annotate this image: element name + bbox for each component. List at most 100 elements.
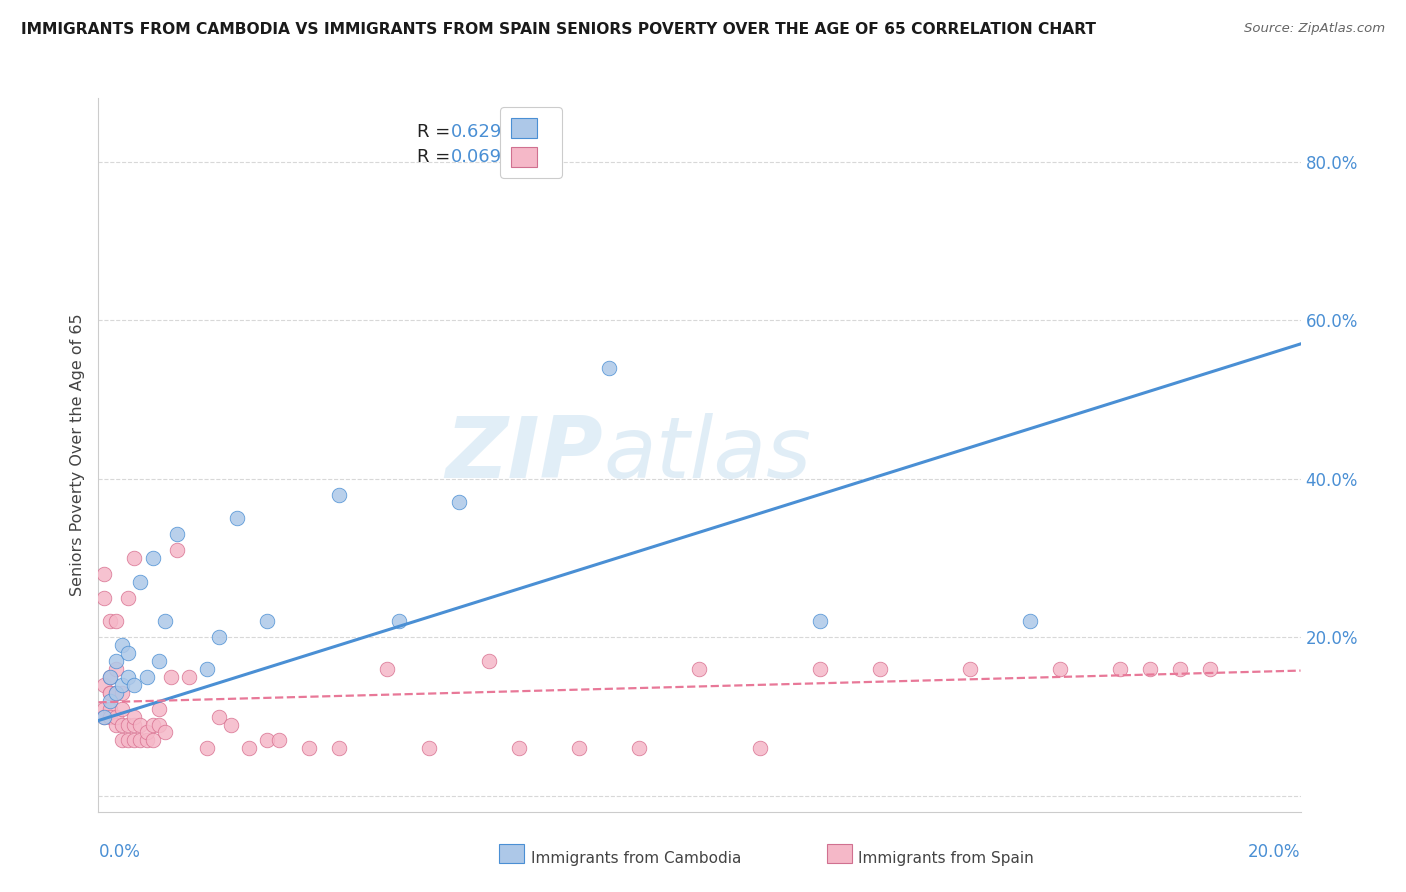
Point — [105, 717, 128, 731]
Point — [177, 670, 200, 684]
Text: atlas: atlas — [603, 413, 811, 497]
Point — [225, 511, 247, 525]
Point — [117, 591, 139, 605]
Point — [105, 615, 128, 629]
Point — [93, 701, 115, 715]
Point — [124, 678, 146, 692]
Point — [117, 646, 139, 660]
Point — [100, 694, 122, 708]
Text: R =: R = — [418, 123, 456, 141]
Point — [1049, 662, 1071, 676]
Point — [166, 527, 188, 541]
Point — [129, 733, 152, 747]
Point — [100, 686, 122, 700]
Point — [129, 574, 152, 589]
Point — [208, 630, 231, 644]
Point — [267, 733, 290, 747]
Point — [328, 741, 350, 756]
Point — [148, 701, 170, 715]
Point — [1019, 615, 1042, 629]
Text: 20.0%: 20.0% — [1249, 843, 1301, 861]
Point — [124, 551, 146, 566]
Point — [111, 638, 134, 652]
Point — [148, 654, 170, 668]
Text: N =: N = — [499, 123, 550, 141]
Point — [195, 662, 218, 676]
Point — [105, 709, 128, 723]
Point — [111, 733, 134, 747]
Point — [219, 717, 242, 731]
Point — [1199, 662, 1222, 676]
Point — [93, 709, 115, 723]
Point — [808, 615, 831, 629]
Point — [1170, 662, 1192, 676]
Point — [117, 733, 139, 747]
Point — [141, 551, 163, 566]
Point — [598, 360, 620, 375]
Point — [808, 662, 831, 676]
Text: Immigrants from Cambodia: Immigrants from Cambodia — [531, 851, 742, 865]
Point — [135, 725, 157, 739]
Point — [105, 654, 128, 668]
Y-axis label: Seniors Poverty Over the Age of 65: Seniors Poverty Over the Age of 65 — [70, 314, 86, 596]
Point — [135, 733, 157, 747]
Point — [111, 701, 134, 715]
Point — [1139, 662, 1161, 676]
Point — [375, 662, 398, 676]
Point — [869, 662, 891, 676]
Point — [105, 662, 128, 676]
Point — [748, 741, 770, 756]
Point — [111, 686, 134, 700]
Point — [105, 686, 128, 700]
Point — [117, 670, 139, 684]
Text: N =: N = — [499, 148, 550, 166]
Text: Immigrants from Spain: Immigrants from Spain — [858, 851, 1033, 865]
Point — [388, 615, 411, 629]
Point — [478, 654, 501, 668]
Point — [93, 678, 115, 692]
Point — [256, 733, 278, 747]
Point — [100, 670, 122, 684]
Point — [418, 741, 440, 756]
Point — [568, 741, 591, 756]
Point — [256, 615, 278, 629]
Text: 0.0%: 0.0% — [98, 843, 141, 861]
Point — [111, 678, 134, 692]
Point — [628, 741, 651, 756]
Point — [195, 741, 218, 756]
Text: 26: 26 — [541, 123, 564, 141]
Point — [100, 615, 122, 629]
Text: ZIP: ZIP — [446, 413, 603, 497]
Point — [129, 717, 152, 731]
Point — [238, 741, 260, 756]
Legend: , : , — [501, 107, 562, 178]
Text: Source: ZipAtlas.com: Source: ZipAtlas.com — [1244, 22, 1385, 36]
Point — [148, 717, 170, 731]
Point — [141, 717, 163, 731]
Point — [159, 670, 181, 684]
Point — [93, 591, 115, 605]
Point — [100, 701, 122, 715]
Point — [508, 741, 530, 756]
Point — [447, 495, 470, 509]
Point — [153, 725, 176, 739]
Point — [124, 709, 146, 723]
Point — [298, 741, 321, 756]
Point — [328, 487, 350, 501]
Point — [100, 670, 122, 684]
Point — [141, 733, 163, 747]
Point — [689, 662, 711, 676]
Point — [100, 709, 122, 723]
Point — [208, 709, 231, 723]
Point — [111, 717, 134, 731]
Point — [117, 717, 139, 731]
Text: 0.629: 0.629 — [451, 123, 502, 141]
Text: 63: 63 — [541, 148, 564, 166]
Point — [105, 686, 128, 700]
Point — [93, 566, 115, 581]
Point — [153, 615, 176, 629]
Point — [93, 709, 115, 723]
Text: IMMIGRANTS FROM CAMBODIA VS IMMIGRANTS FROM SPAIN SENIORS POVERTY OVER THE AGE O: IMMIGRANTS FROM CAMBODIA VS IMMIGRANTS F… — [21, 22, 1097, 37]
Point — [135, 670, 157, 684]
Text: R =: R = — [418, 148, 456, 166]
